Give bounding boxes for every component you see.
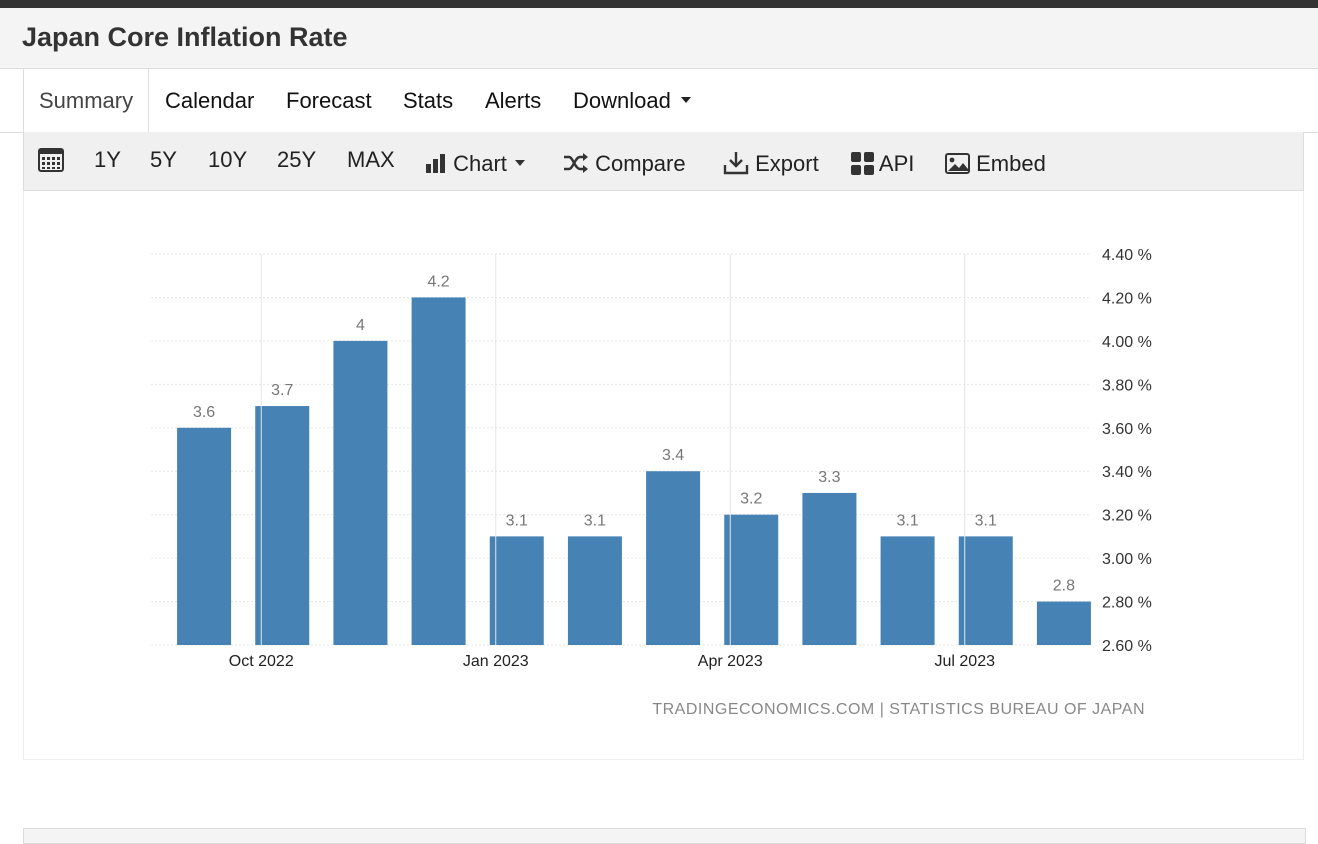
tab-stats[interactable]: Stats xyxy=(403,88,454,113)
y-tick-label: 4.20 % xyxy=(1102,290,1152,307)
tab-alerts[interactable]: Alerts xyxy=(485,88,542,113)
bar-chart-icon xyxy=(426,154,445,174)
embed-label: Embed xyxy=(976,151,1046,176)
bar xyxy=(567,536,622,645)
bar-value-label: 3.4 xyxy=(662,447,684,464)
bar xyxy=(411,297,466,645)
export-button[interactable]: Export xyxy=(723,136,819,191)
chart-container: 4.40 % 4.20 % 4.00 % 3.80 % 3.60 % 3.40 % 3.20… xyxy=(23,191,1304,760)
y-tick-label: 2.80 % xyxy=(1102,595,1152,612)
bar xyxy=(802,492,857,645)
bar xyxy=(724,514,779,645)
x-tick-label: Jan 2023 xyxy=(463,653,529,670)
chevron-down-icon xyxy=(514,160,525,167)
bar-value-label: 3.1 xyxy=(896,512,918,529)
x-tick-label: Jul 2023 xyxy=(935,653,996,670)
embed-button[interactable]: Embed xyxy=(945,136,1046,191)
bar-value-label: 3.3 xyxy=(818,469,840,486)
api-label: API xyxy=(878,151,915,176)
shuffle-icon xyxy=(564,153,588,174)
range-10y-button[interactable]: 10Y xyxy=(208,147,248,172)
y-tick-label: 3.00 % xyxy=(1102,551,1152,568)
bar xyxy=(958,536,1013,645)
bar-value-label: 2.8 xyxy=(1053,578,1075,595)
y-tick-label: 3.60 % xyxy=(1102,421,1152,438)
bar-value-label: 3.6 xyxy=(193,404,215,421)
compare-label: Compare xyxy=(595,151,686,176)
top-dark-bar xyxy=(0,0,1318,8)
date-picker-button[interactable] xyxy=(38,132,64,187)
bar-value-label: 4.2 xyxy=(427,273,449,290)
chevron-down-icon xyxy=(680,97,691,104)
api-grid-icon xyxy=(851,151,874,175)
chart-toolbar: 1Y 5Y 10Y 25Y MAX Chart Compare Export xyxy=(23,132,1304,191)
y-tick-label: 3.80 % xyxy=(1102,377,1152,394)
tab-forecast[interactable]: Forecast xyxy=(286,88,372,113)
bar-chart: 4.40 % 4.20 % 4.00 % 3.80 % 3.60 % 3.40 % 3.20… xyxy=(151,247,1152,718)
image-icon xyxy=(945,152,970,174)
range-1y-button[interactable]: 1Y xyxy=(94,147,121,172)
bar-value-label: 3.2 xyxy=(740,491,762,508)
tab-download[interactable]: Download xyxy=(573,69,691,132)
page-header: Japan Core Inflation Rate xyxy=(0,8,1318,69)
bar xyxy=(489,536,544,645)
y-tick-label: 3.20 % xyxy=(1102,508,1152,525)
bar-value-label: 3.7 xyxy=(271,382,293,399)
tab-bar: Summary Calendar Forecast Stats Alerts D… xyxy=(0,69,1318,133)
y-tick-label: 4.40 % xyxy=(1102,247,1152,264)
bar-value-label: 3.1 xyxy=(584,512,606,529)
y-tick-label: 4.00 % xyxy=(1102,334,1152,351)
tab-calendar[interactable]: Calendar xyxy=(165,88,255,113)
download-icon xyxy=(723,152,749,175)
compare-button[interactable]: Compare xyxy=(563,136,686,191)
range-max-button[interactable]: MAX xyxy=(347,147,395,172)
calendar-icon xyxy=(38,148,64,173)
chart-type-label: Chart xyxy=(453,151,507,176)
bar xyxy=(646,471,701,645)
bar xyxy=(333,340,388,645)
bar-value-label: 3.1 xyxy=(506,512,528,529)
range-5y-button[interactable]: 5Y xyxy=(150,147,177,172)
bar xyxy=(177,427,232,645)
y-tick-label: 3.40 % xyxy=(1102,464,1152,481)
bar xyxy=(880,536,935,645)
tab-summary[interactable]: Summary xyxy=(23,69,150,133)
api-button[interactable]: API xyxy=(851,136,914,191)
range-25y-button[interactable]: 25Y xyxy=(277,147,317,172)
next-section-strip xyxy=(23,828,1306,844)
bar-value-label: 3.1 xyxy=(975,512,997,529)
x-tick-label: Oct 2022 xyxy=(229,653,294,670)
chart-type-button[interactable]: Chart xyxy=(425,136,525,191)
y-tick-label: 2.60 % xyxy=(1102,638,1152,655)
export-label: Export xyxy=(755,151,819,176)
bar xyxy=(255,406,310,645)
bar-value-label: 4 xyxy=(356,317,365,334)
tab-download-label: Download xyxy=(573,88,671,113)
bar xyxy=(1036,601,1091,645)
page-title: Japan Core Inflation Rate xyxy=(22,22,348,52)
source-credit: TRADINGECONOMICS.COM | STATISTICS BUREAU… xyxy=(652,701,1145,718)
x-tick-label: Apr 2023 xyxy=(698,653,763,670)
